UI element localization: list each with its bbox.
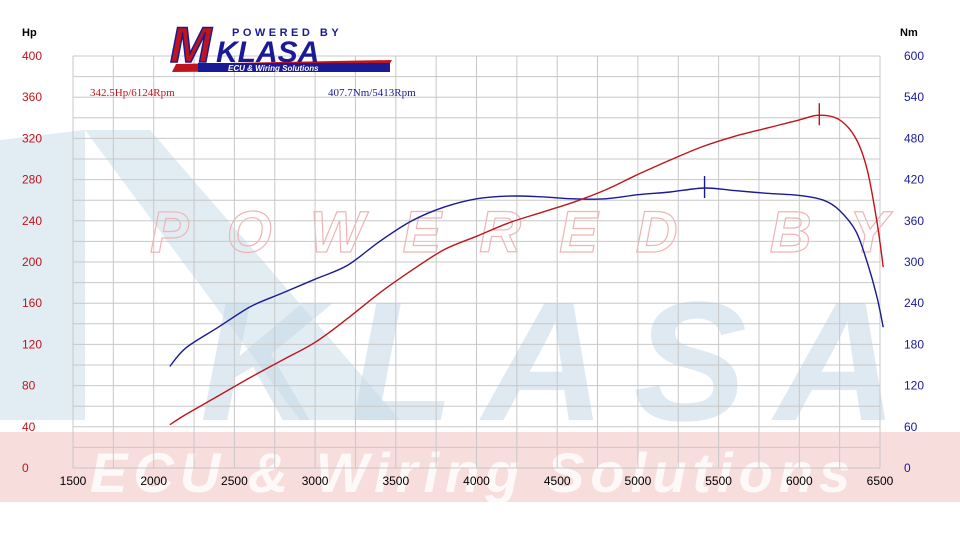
y-left-tick-label: 360 xyxy=(22,90,42,104)
y-left-tick-label: 240 xyxy=(22,214,42,228)
peak-markers xyxy=(703,103,821,199)
x-tick-label: 6500 xyxy=(867,474,894,488)
x-tick-label: 5000 xyxy=(625,474,652,488)
y-left-tick-label: 40 xyxy=(22,420,36,434)
y-left-axis-ticks: 0 40 80 120 160 200 240 280 320 360 400 xyxy=(22,49,42,475)
x-tick-label: 2500 xyxy=(221,474,248,488)
y-left-tick-label: 320 xyxy=(22,131,42,145)
logo-name: KLASA xyxy=(216,36,319,69)
x-tick-label: 5500 xyxy=(705,474,732,488)
logo-m-letter: M xyxy=(170,17,213,73)
brand-logo: M POWERED BY KLASA ECU & Wiring Solution… xyxy=(169,16,392,74)
y-right-tick-label: 240 xyxy=(904,296,924,310)
y-right-unit: Nm xyxy=(900,27,918,39)
power-peak-label: 342.5Hp/6124Rpm xyxy=(90,87,175,99)
y-right-tick-label: 300 xyxy=(904,255,924,269)
x-tick-label: 6000 xyxy=(786,474,813,488)
watermark: POWERED BY KLASA ECU & Wiring Solutions xyxy=(0,130,960,504)
x-tick-label: 1500 xyxy=(60,474,87,488)
x-axis-ticks: 1500 2000 2500 3000 3500 4000 4500 5000 5500 6000… xyxy=(60,474,894,488)
x-tick-label: 3000 xyxy=(302,474,329,488)
y-left-tick-label: 160 xyxy=(22,296,42,310)
chart-grid xyxy=(72,55,881,469)
watermark-band xyxy=(0,432,960,502)
y-right-tick-label: 420 xyxy=(904,173,924,187)
logo-tagline-bottom: ECU & Wiring Solutions xyxy=(228,64,319,73)
x-tick-label: 3500 xyxy=(382,474,409,488)
y-left-unit: Hp xyxy=(22,27,37,39)
y-right-tick-label: 180 xyxy=(904,337,924,351)
y-right-tick-label: 360 xyxy=(904,214,924,228)
y-right-axis-ticks: 0 60 120 180 240 300 360 420 480 540 600 xyxy=(904,49,924,475)
y-left-tick-label: 280 xyxy=(22,173,42,187)
watermark-m-shape xyxy=(0,130,85,420)
watermark-line1: POWERED BY xyxy=(150,200,926,265)
y-right-tick-label: 540 xyxy=(904,90,924,104)
power-series-line xyxy=(169,114,884,426)
y-left-tick-label: 0 xyxy=(22,461,29,475)
watermark-m-slash xyxy=(85,130,400,420)
torque-peak-label: 407.7Nm/5413Rpm xyxy=(328,87,416,99)
watermark-line2: KLASA xyxy=(200,267,926,457)
watermark-line3: ECU & Wiring Solutions xyxy=(90,441,856,504)
y-right-tick-label: 600 xyxy=(904,49,924,63)
y-right-tick-label: 480 xyxy=(904,131,924,145)
y-left-tick-label: 400 xyxy=(22,49,42,63)
logo-tagline-top: POWERED BY xyxy=(232,27,342,39)
logo-underline xyxy=(198,63,390,72)
y-right-tick-label: 0 xyxy=(904,461,911,475)
y-right-tick-label: 60 xyxy=(904,420,918,434)
torque-series-line xyxy=(169,187,884,367)
y-left-tick-label: 120 xyxy=(22,337,42,351)
x-tick-label: 2000 xyxy=(140,474,167,488)
y-left-tick-label: 80 xyxy=(22,379,36,393)
x-tick-label: 4000 xyxy=(463,474,490,488)
y-right-tick-label: 120 xyxy=(904,379,924,393)
y-left-tick-label: 200 xyxy=(22,255,42,269)
x-tick-label: 4500 xyxy=(544,474,571,488)
